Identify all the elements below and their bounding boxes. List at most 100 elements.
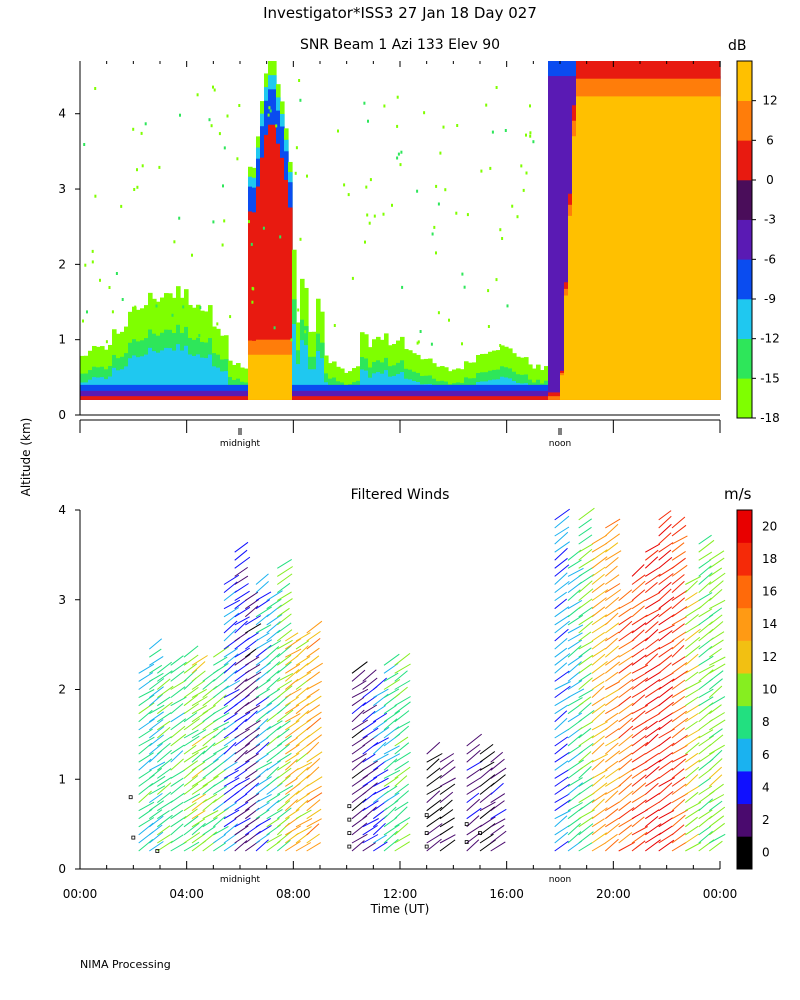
wind-barb: [306, 758, 321, 771]
wind-barb: [698, 809, 713, 820]
snr-cell: [244, 396, 249, 400]
wind-barb: [479, 751, 496, 763]
wind-barb: [684, 742, 700, 755]
wind-barb: [698, 664, 715, 674]
wind-barb: [604, 523, 619, 537]
snr-cell: [508, 390, 513, 400]
wind-barb: [554, 638, 568, 650]
wind-barb: [255, 655, 269, 666]
snr-cell: [352, 396, 357, 400]
wind-barb: [383, 785, 398, 795]
snr-cell: [96, 390, 101, 400]
wind-barb: [698, 592, 713, 602]
wind-barb: [554, 728, 570, 739]
wind-barb: [604, 838, 619, 852]
wind-barb: [554, 526, 570, 537]
wind-barb: [285, 752, 300, 763]
wind-barb: [266, 743, 283, 755]
wind-barb: [245, 623, 262, 634]
snr-cell: [480, 390, 485, 400]
snr-cell: [472, 390, 477, 400]
snr-speckle: [529, 131, 532, 135]
wind-barb: [578, 580, 593, 593]
snr-cell: [364, 390, 369, 400]
wind-barb: [372, 741, 387, 755]
wind-barb: [223, 620, 238, 634]
snr-speckle: [229, 315, 232, 319]
snr-speckle: [268, 106, 271, 110]
wind-calm-marker: [347, 844, 352, 849]
wind-barb: [306, 751, 323, 763]
snr-cell: [444, 390, 449, 400]
snr-cell: [500, 390, 505, 400]
snr-cell: [240, 390, 245, 400]
snr-cell: [596, 96, 601, 400]
wind-barb: [591, 573, 605, 585]
wind-barb: [191, 833, 206, 844]
wind-barb: [591, 709, 606, 723]
wind-barb: [156, 782, 172, 795]
wind-barb: [138, 694, 155, 707]
snr-cell: [132, 396, 137, 400]
wind-barb: [605, 833, 618, 844]
wind-barb: [578, 816, 594, 828]
snr-cell: [184, 390, 189, 400]
wind-barb: [645, 591, 661, 602]
wind-barb: [306, 766, 320, 779]
wind-barb: [605, 518, 621, 529]
snr-cell: [668, 96, 673, 400]
snr-colorbar-label: -3: [764, 213, 776, 227]
snr-cell: [260, 157, 265, 400]
wind-barb: [383, 745, 400, 755]
wind-barb: [658, 672, 674, 682]
snr-cell: [584, 96, 589, 400]
snr-speckle: [417, 340, 420, 344]
wind-barb: [658, 646, 674, 658]
wind-barb: [223, 653, 239, 666]
wind-barb: [698, 825, 712, 836]
snr-cell: [200, 390, 205, 400]
snr-speckle: [238, 104, 241, 107]
snr-speckle: [144, 122, 147, 126]
snr-speckle: [262, 226, 265, 230]
wind-barb: [351, 669, 366, 682]
snr-cell: [536, 390, 541, 400]
wind-barb: [439, 777, 456, 787]
snr-cell: [156, 352, 161, 400]
wind-barb: [578, 709, 595, 723]
wind-barb: [578, 534, 593, 545]
wind-barb: [605, 695, 619, 707]
winds-marker-label: noon: [549, 875, 571, 885]
wind-barb: [605, 583, 621, 594]
snr-cell: [404, 396, 409, 400]
wind-barb: [605, 784, 622, 795]
snr-cell: [704, 96, 709, 400]
snr-speckle: [133, 188, 136, 191]
wind-barb: [591, 685, 605, 698]
wind-barb: [234, 599, 248, 610]
wind-barb: [157, 776, 172, 787]
snr-cell: [100, 396, 105, 400]
wind-barb: [591, 582, 605, 593]
snr-cell: [172, 350, 177, 400]
wind-barb: [223, 599, 241, 610]
snr-speckle: [191, 253, 193, 257]
wind-barb: [490, 793, 506, 804]
wind-barb: [285, 720, 300, 731]
wind-barb: [554, 783, 570, 795]
wind-barb: [383, 776, 399, 787]
wind-barb: [618, 725, 634, 739]
snr-cell: [680, 96, 685, 400]
wind-barb: [383, 662, 399, 674]
wind-barb: [466, 768, 482, 779]
wind-barb: [138, 790, 152, 803]
wind-barb: [157, 720, 171, 731]
wind-barb: [266, 688, 281, 699]
snr-speckle: [529, 104, 531, 108]
wind-barb: [202, 825, 216, 836]
wind-barb: [306, 792, 323, 804]
wind-barb: [658, 678, 675, 690]
snr-cell: [452, 390, 457, 400]
wind-barb: [618, 630, 634, 642]
wind-barb: [351, 728, 365, 739]
